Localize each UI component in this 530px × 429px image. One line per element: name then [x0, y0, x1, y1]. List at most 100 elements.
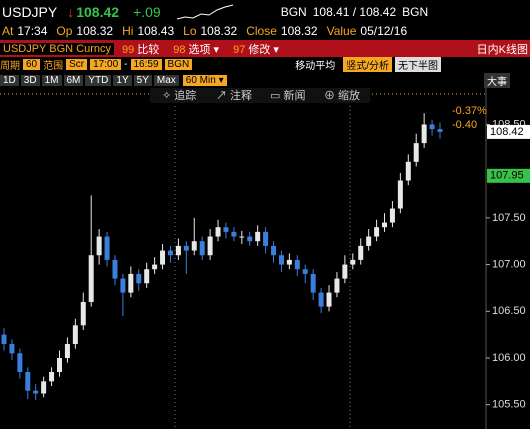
candle-body [263, 231, 269, 246]
button[interactable]: 5Y [133, 74, 152, 86]
input[interactable]: BGN [164, 59, 193, 70]
candle-body [271, 245, 277, 256]
input[interactable]: 16:59 [130, 59, 162, 70]
field-label: Lo [183, 24, 197, 38]
y-tick-label: 105.50 [492, 399, 526, 411]
price-label-box [487, 168, 530, 183]
button[interactable]: 97 修改 ▾ [233, 41, 279, 57]
chart-kind: 日内K线图 [476, 43, 528, 56]
candle-body [334, 278, 340, 293]
button[interactable]: 1D [0, 74, 19, 86]
button[interactable]: YTD [85, 74, 112, 86]
menu-row: USDJPY BGN Curncy 99 比较 98 选项 ▾ 97 修改 ▾ 日内K线图 [0, 40, 530, 57]
candle-body [429, 124, 435, 130]
candle-body [286, 259, 292, 265]
candle-body [33, 390, 39, 394]
candle-body [144, 269, 150, 284]
candle-body [413, 143, 419, 162]
candle-body [397, 180, 403, 209]
price-label: 107.95 [490, 170, 524, 182]
candle-body [231, 231, 237, 237]
quote-src: BGN [280, 5, 307, 19]
settings-row: 周期 60 范围 Scr 17:00- 16:59 BGN 移动平均 竖式/分析… [0, 57, 530, 72]
candle-body [88, 255, 94, 302]
range-row: 1D 3D 1M 6M YTD 1Y 5Y Max 60 Min ▾ 大事 [0, 72, 530, 88]
candle-body [120, 278, 126, 293]
candle-body [56, 357, 62, 373]
candle-body [17, 353, 23, 373]
candle-body [350, 259, 356, 265]
candle-body [9, 343, 15, 354]
button[interactable]: 移动平均 [295, 61, 336, 72]
button[interactable]: ⊕ 缩放 [324, 88, 360, 102]
candle-body [160, 250, 166, 265]
toolbar: ✧ 追踪 ↗ 注释 ▭ 新闻 ⊕ 缩放 [150, 88, 370, 103]
candle-body [96, 236, 102, 256]
candle-body [104, 236, 110, 260]
y-tick-label: 106.00 [492, 352, 526, 364]
button[interactable]: ✧ 追踪 [162, 88, 196, 102]
button[interactable]: 1M [41, 74, 62, 86]
price-label-box [487, 124, 530, 139]
button[interactable]: 99 比较 [122, 41, 159, 57]
y-tick-label: 106.50 [492, 305, 526, 317]
button[interactable]: 无下半图 [394, 57, 441, 72]
field-value: 05/12/16 [360, 24, 408, 38]
candle-body [421, 124, 427, 144]
candle-body [112, 259, 118, 279]
label: 周期 [0, 61, 20, 72]
field-label: Op [56, 24, 73, 38]
candle-body [64, 343, 70, 358]
menu-text: 修改 ▾ [248, 43, 279, 56]
candle-body [191, 241, 197, 251]
input[interactable]: 60 [23, 59, 41, 70]
candle-body [80, 301, 86, 326]
change: +.09 [133, 4, 161, 20]
button[interactable]: 3D [20, 74, 40, 86]
button[interactable]: ▭ 新闻 [270, 88, 305, 102]
toolbar-bg [150, 88, 370, 103]
menu-num: 99 [122, 43, 135, 56]
field-label: Close [246, 24, 277, 38]
candle-body [310, 273, 316, 293]
candle-body [49, 372, 55, 382]
input[interactable]: Scr [66, 59, 88, 70]
button[interactable]: 98 选项 ▾ [173, 41, 219, 57]
change-label: -0.37% [452, 105, 487, 117]
candle-body [294, 259, 300, 270]
candle-body [207, 236, 213, 256]
candle-body [342, 264, 348, 279]
field-value: 108.32 [200, 24, 238, 38]
button[interactable]: 60 Min ▾ [182, 74, 227, 86]
bid-ask: 108.41 / 108.42 [312, 5, 397, 19]
candle-body [278, 255, 284, 265]
field-value: 108.32 [280, 24, 318, 38]
menu-num: 97 [233, 43, 246, 56]
candle-body [366, 236, 372, 246]
candle-body [41, 381, 47, 394]
candle-body [247, 236, 253, 242]
button[interactable]: 竖式/分析 [343, 57, 392, 72]
button[interactable]: ↗ 注释 [216, 88, 252, 102]
change-label: -0.40 [452, 119, 477, 131]
input[interactable]: 17:00 [90, 59, 122, 70]
chart: ✧ 追踪 ↗ 注释 ▭ 新闻 ⊕ 缩放 105.50 106.00 106.50 107.0… [0, 88, 530, 429]
menu-num: 98 [173, 43, 186, 56]
candle-body [382, 222, 388, 228]
field-value: 108.32 [76, 24, 114, 38]
candle-body [136, 273, 142, 284]
candle-body [152, 264, 158, 270]
candle-body [389, 208, 395, 223]
button[interactable]: 6M [63, 74, 84, 86]
security[interactable]: USDJPY BGN Curncy [0, 42, 114, 55]
button[interactable]: Max [153, 74, 179, 86]
candle-body [25, 372, 31, 391]
field-label: Value [326, 24, 357, 38]
candle-body [223, 227, 229, 232]
y-tick-label: 107.50 [492, 212, 526, 224]
button[interactable]: 大事 [484, 72, 510, 88]
field-label: Hi [122, 24, 134, 38]
candle-body [183, 245, 189, 251]
button[interactable]: 1Y [113, 74, 132, 86]
